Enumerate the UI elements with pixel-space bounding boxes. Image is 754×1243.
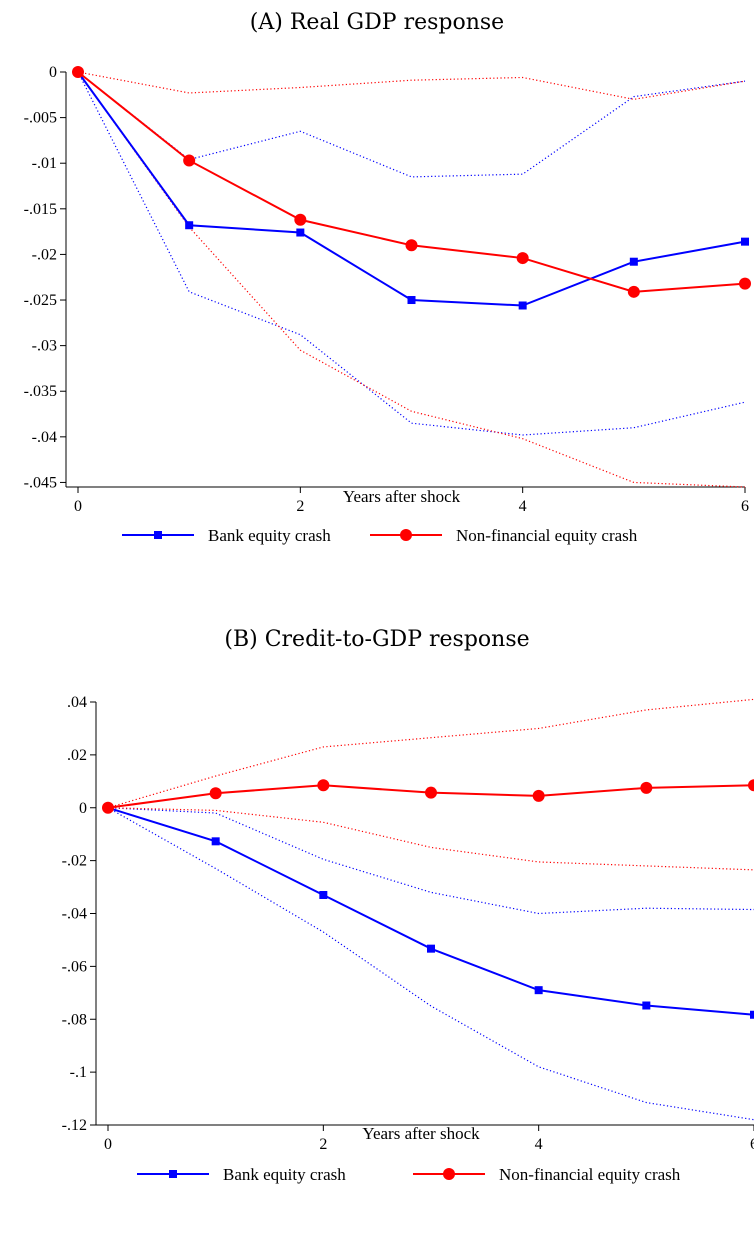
y-tick-label: -.005: [24, 110, 57, 127]
series-2-point: [72, 66, 84, 78]
y-tick-label: .04: [67, 694, 87, 711]
series-2-point: [516, 252, 529, 265]
series-2-ci-upper-line: [107, 698, 754, 809]
y-tick-label: -.04: [62, 906, 87, 923]
y-tick-label: -.04: [32, 429, 57, 446]
legend-2-marker: [443, 1168, 455, 1180]
x-axis-title: Years after shock: [343, 487, 461, 506]
chart-b-title: (B) Credit-to-GDP response: [224, 627, 530, 652]
series-1-point: [427, 944, 435, 953]
legend-2-marker: [400, 529, 412, 541]
y-tick-label: -.1: [70, 1064, 87, 1081]
x-tick-label: 2: [296, 498, 304, 515]
series-1-ci-lower-line: [77, 71, 746, 436]
chart-b: .04 .02 0 -.02 -.04 -.06 -.08 -.1 -.12 0 2 4 6 Years …: [62, 694, 754, 1184]
y-tick-label: -.035: [24, 383, 57, 400]
series-2-point: [739, 277, 751, 290]
series-1-point: [534, 986, 543, 995]
series-2-point: [294, 213, 307, 226]
series-2-point: [405, 239, 418, 252]
y-tick-label: -.06: [62, 958, 87, 975]
y-tick-label: 0: [49, 64, 57, 81]
series-2-ci-upper-line: [77, 71, 746, 100]
x-axis-title: Years after shock: [362, 1124, 480, 1143]
y-tick-label: -.03: [32, 338, 57, 355]
series-1-point: [629, 257, 638, 266]
series-2-point: [102, 801, 114, 814]
series-2-point: [748, 779, 754, 792]
y-tick-label: -.08: [62, 1011, 87, 1028]
series-1-point: [407, 296, 416, 305]
y-tick-label: 0: [79, 800, 87, 817]
series-2-point: [317, 779, 330, 792]
legend-1-label: Bank equity crash: [208, 526, 331, 545]
chart-a: 0 -.005 -.01 -.015 -.02 -.025 -.03 -.035 -.04 -.0…: [24, 64, 751, 545]
x-tick-label: 0: [104, 1136, 112, 1153]
series-2-point: [425, 786, 437, 799]
series-2-point: [209, 787, 222, 800]
series-1-point: [319, 890, 328, 899]
series-2-point: [627, 285, 640, 298]
series-1-point: [185, 221, 194, 230]
x-tick-label: 6: [741, 498, 749, 515]
series-2-point: [532, 789, 545, 802]
series-1-point: [296, 228, 305, 237]
legend-1-marker: [154, 531, 162, 539]
legend-2-label: Non-financial equity crash: [456, 526, 638, 545]
series-2-point: [640, 781, 653, 794]
x-tick-label: 4: [519, 498, 527, 515]
series-1-line: [77, 71, 746, 307]
series-1-point: [750, 1010, 754, 1019]
x-tick-label: 2: [319, 1136, 327, 1153]
series-1-line: [107, 806, 754, 1016]
y-tick-label: -.025: [24, 292, 57, 309]
y-tick-label: -.045: [24, 474, 57, 491]
legend-1-marker: [169, 1170, 177, 1178]
x-tick-label: 0: [74, 498, 82, 515]
series-1-point: [211, 837, 220, 846]
x-tick-label: 4: [535, 1136, 543, 1153]
chart-a-title: (A) Real GDP response: [249, 10, 505, 35]
series-1-point: [642, 1001, 651, 1010]
series-1-point: [518, 301, 527, 310]
y-tick-label: -.02: [32, 246, 57, 263]
legend-2-label: Non-financial equity crash: [499, 1165, 681, 1184]
x-tick-label: 6: [750, 1136, 754, 1153]
y-tick-label: -.01: [32, 155, 57, 172]
y-tick-label: -.015: [24, 201, 57, 218]
series-1-ci-upper-line: [107, 807, 754, 915]
legend-1-label: Bank equity crash: [223, 1165, 346, 1184]
y-tick-label: -.02: [62, 853, 87, 870]
y-tick-label: .02: [67, 747, 87, 764]
series-1-point: [741, 237, 749, 246]
y-tick-label: -.12: [62, 1117, 87, 1134]
series-1-ci-upper-line: [77, 71, 746, 178]
series-2-ci-lower-line: [77, 71, 746, 488]
series-2-point: [183, 154, 196, 167]
series-1-ci-lower-line: [107, 807, 754, 1121]
